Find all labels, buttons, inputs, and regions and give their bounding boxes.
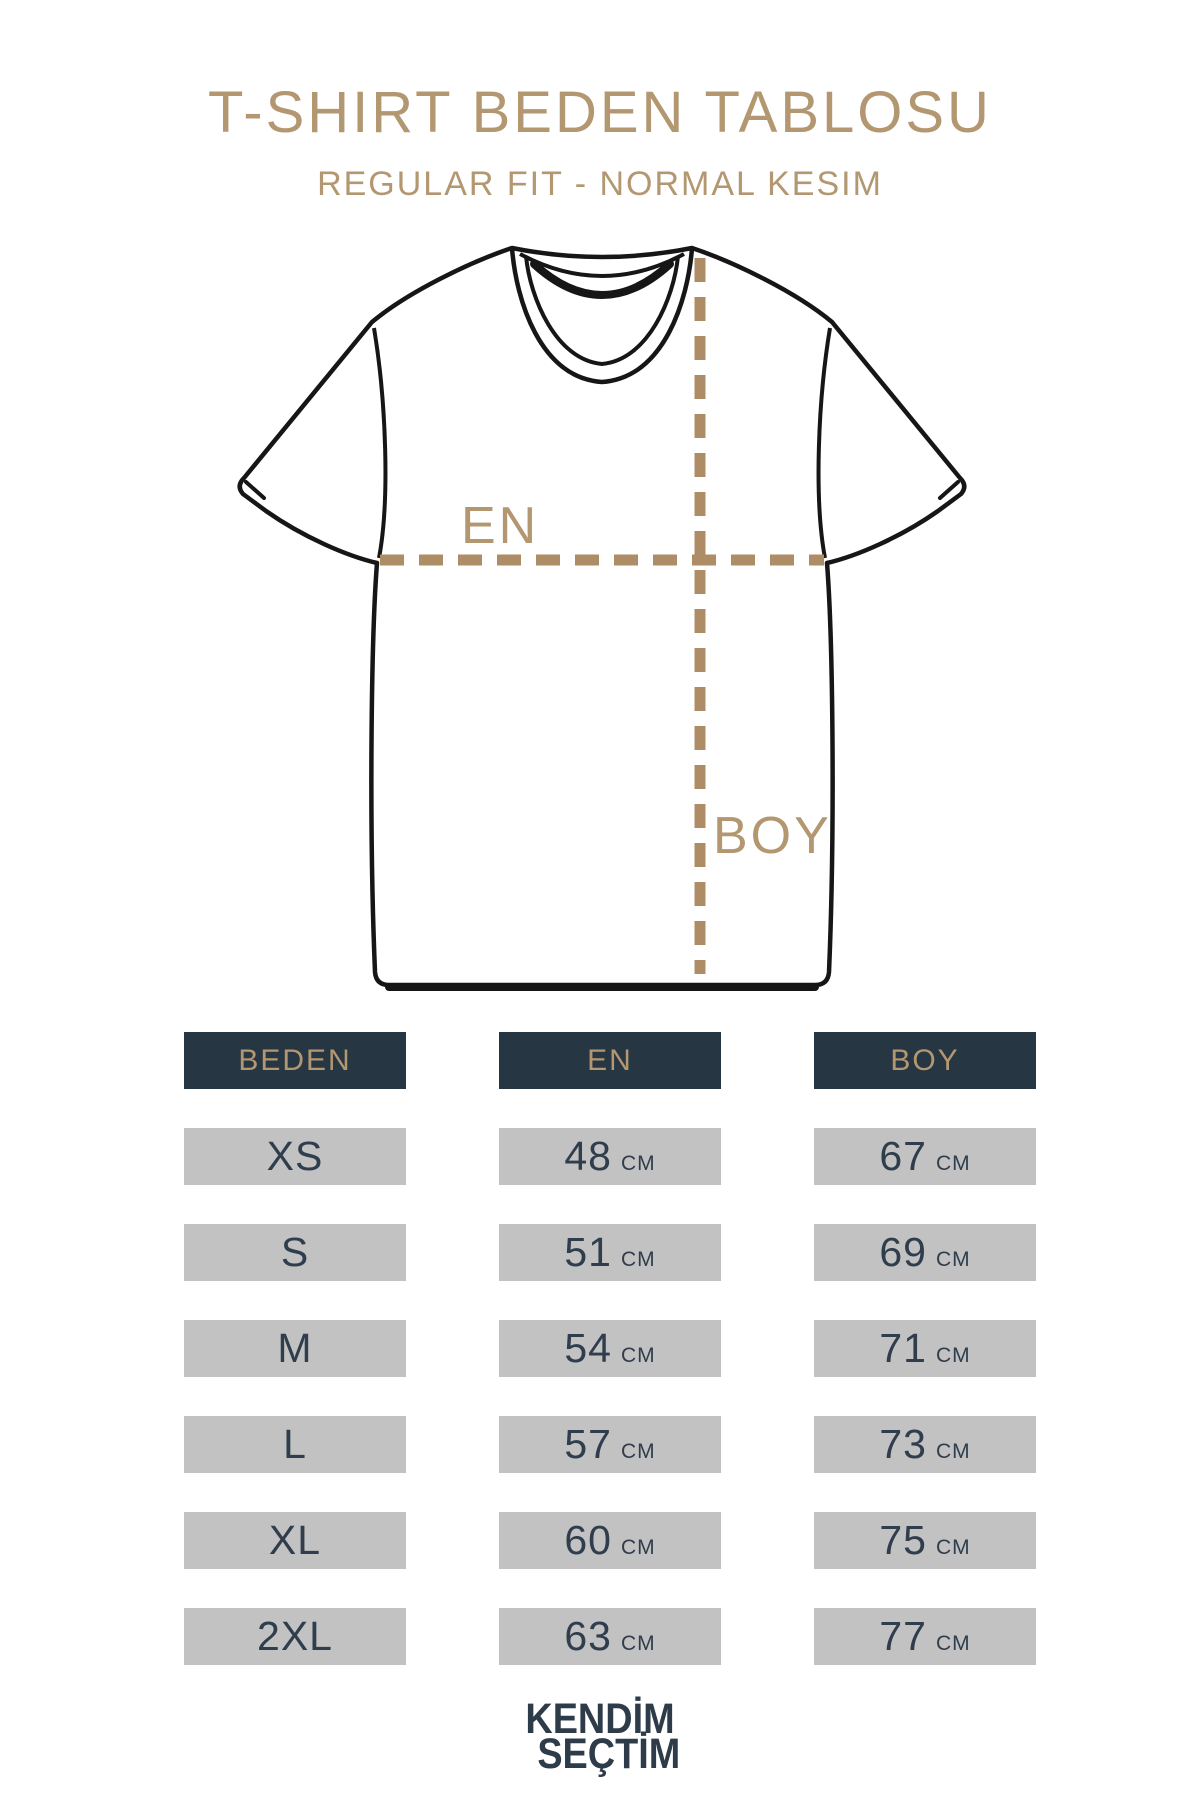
size-cell: S: [184, 1224, 406, 1281]
tshirt-right-side-seam: [816, 327, 832, 559]
cm-unit: CM: [620, 1152, 656, 1175]
width-value: 51: [564, 1229, 612, 1275]
width-value-cell: 63 CM: [499, 1608, 721, 1665]
width-value: 60: [564, 1517, 612, 1563]
logo-line-2: SEÇTİM: [537, 1730, 681, 1778]
page-title: T-SHIRT BEDEN TABLOSU: [208, 80, 992, 145]
cm-unit: CM: [935, 1344, 971, 1367]
width-label: EN: [461, 497, 540, 555]
length-value: 77: [879, 1613, 927, 1659]
width-value: 63: [564, 1613, 612, 1659]
width-value-cell: 60 CM: [499, 1512, 721, 1569]
size-cell: 2XL: [184, 1608, 406, 1665]
width-value-cell: 57 CM: [499, 1416, 721, 1473]
collar-back-top-arc: [519, 252, 685, 278]
length-value: 75: [879, 1517, 927, 1563]
header-cell-en: EN: [499, 1032, 721, 1089]
cm-unit: CM: [620, 1632, 656, 1655]
cm-unit: CM: [935, 1248, 971, 1271]
page-subtitle: REGULAR FIT - NORMAL KESIM: [317, 165, 883, 203]
tshirt-left-side-seam: [372, 327, 388, 559]
tshirt-left-sleeve-notch: [244, 480, 266, 500]
length-value: 69: [879, 1229, 927, 1275]
length-value: 67: [879, 1133, 927, 1179]
cm-unit: CM: [620, 1248, 656, 1271]
header-cell-beden: BEDEN: [184, 1032, 406, 1089]
tshirt-right-sleeve-notch: [938, 480, 960, 500]
length-value-cell: 67 CM: [814, 1128, 1036, 1185]
length-value-cell: 71 CM: [814, 1320, 1036, 1377]
width-value-cell: 54 CM: [499, 1320, 721, 1377]
cm-unit: CM: [620, 1440, 656, 1463]
cm-unit: CM: [935, 1632, 971, 1655]
cm-unit: CM: [935, 1152, 971, 1175]
length-label: BOY: [713, 807, 832, 865]
length-value: 73: [879, 1421, 927, 1467]
cm-unit: CM: [935, 1536, 971, 1559]
size-cell: XS: [184, 1128, 406, 1185]
width-value: 57: [564, 1421, 612, 1467]
width-value: 54: [564, 1325, 612, 1371]
length-value-cell: 75 CM: [814, 1512, 1036, 1569]
collar-outer-curve: [509, 247, 695, 385]
brand-logo: KENDİM SEÇTİM: [0, 1695, 1200, 1778]
length-value: 71: [879, 1325, 927, 1371]
length-value-cell: 69 CM: [814, 1224, 1036, 1281]
logo-line-1: KENDİM: [525, 1695, 675, 1743]
length-value-cell: 77 CM: [814, 1608, 1036, 1665]
width-value: 48: [564, 1133, 612, 1179]
width-value-cell: 48 CM: [499, 1128, 721, 1185]
size-table: BEDEN EN BOY XS 48 CM 67 CM S 51 CM 69 CM M …: [184, 1032, 1036, 1665]
size-cell: XL: [184, 1512, 406, 1569]
tshirt-body-outline: [237, 245, 967, 988]
size-cell: L: [184, 1416, 406, 1473]
cm-unit: CM: [620, 1344, 656, 1367]
width-value-cell: 51 CM: [499, 1224, 721, 1281]
length-value-cell: 73 CM: [814, 1416, 1036, 1473]
header-cell-boy: BOY: [814, 1032, 1036, 1089]
collar-back-seam-arc: [530, 260, 674, 299]
collar-inner-rib-curve: [524, 255, 680, 367]
cm-unit: CM: [935, 1440, 971, 1463]
size-cell: M: [184, 1320, 406, 1377]
cm-unit: CM: [620, 1536, 656, 1559]
